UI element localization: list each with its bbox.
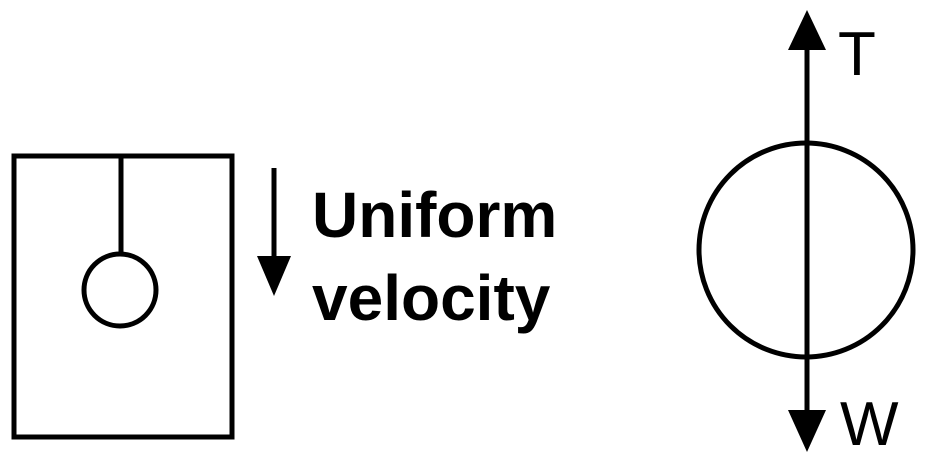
hanging-ball	[81, 251, 159, 329]
free-body-diagram: T W	[696, 10, 916, 458]
motion-label-line1: Uniform	[312, 179, 557, 251]
motion-label-line2: velocity	[312, 262, 551, 334]
tension-label: T	[838, 20, 876, 89]
tension-arrow	[788, 10, 826, 250]
weight-label: W	[840, 390, 899, 458]
elevator-setup	[11, 153, 235, 440]
motion-arrow	[257, 168, 291, 296]
weight-arrow	[788, 250, 826, 452]
